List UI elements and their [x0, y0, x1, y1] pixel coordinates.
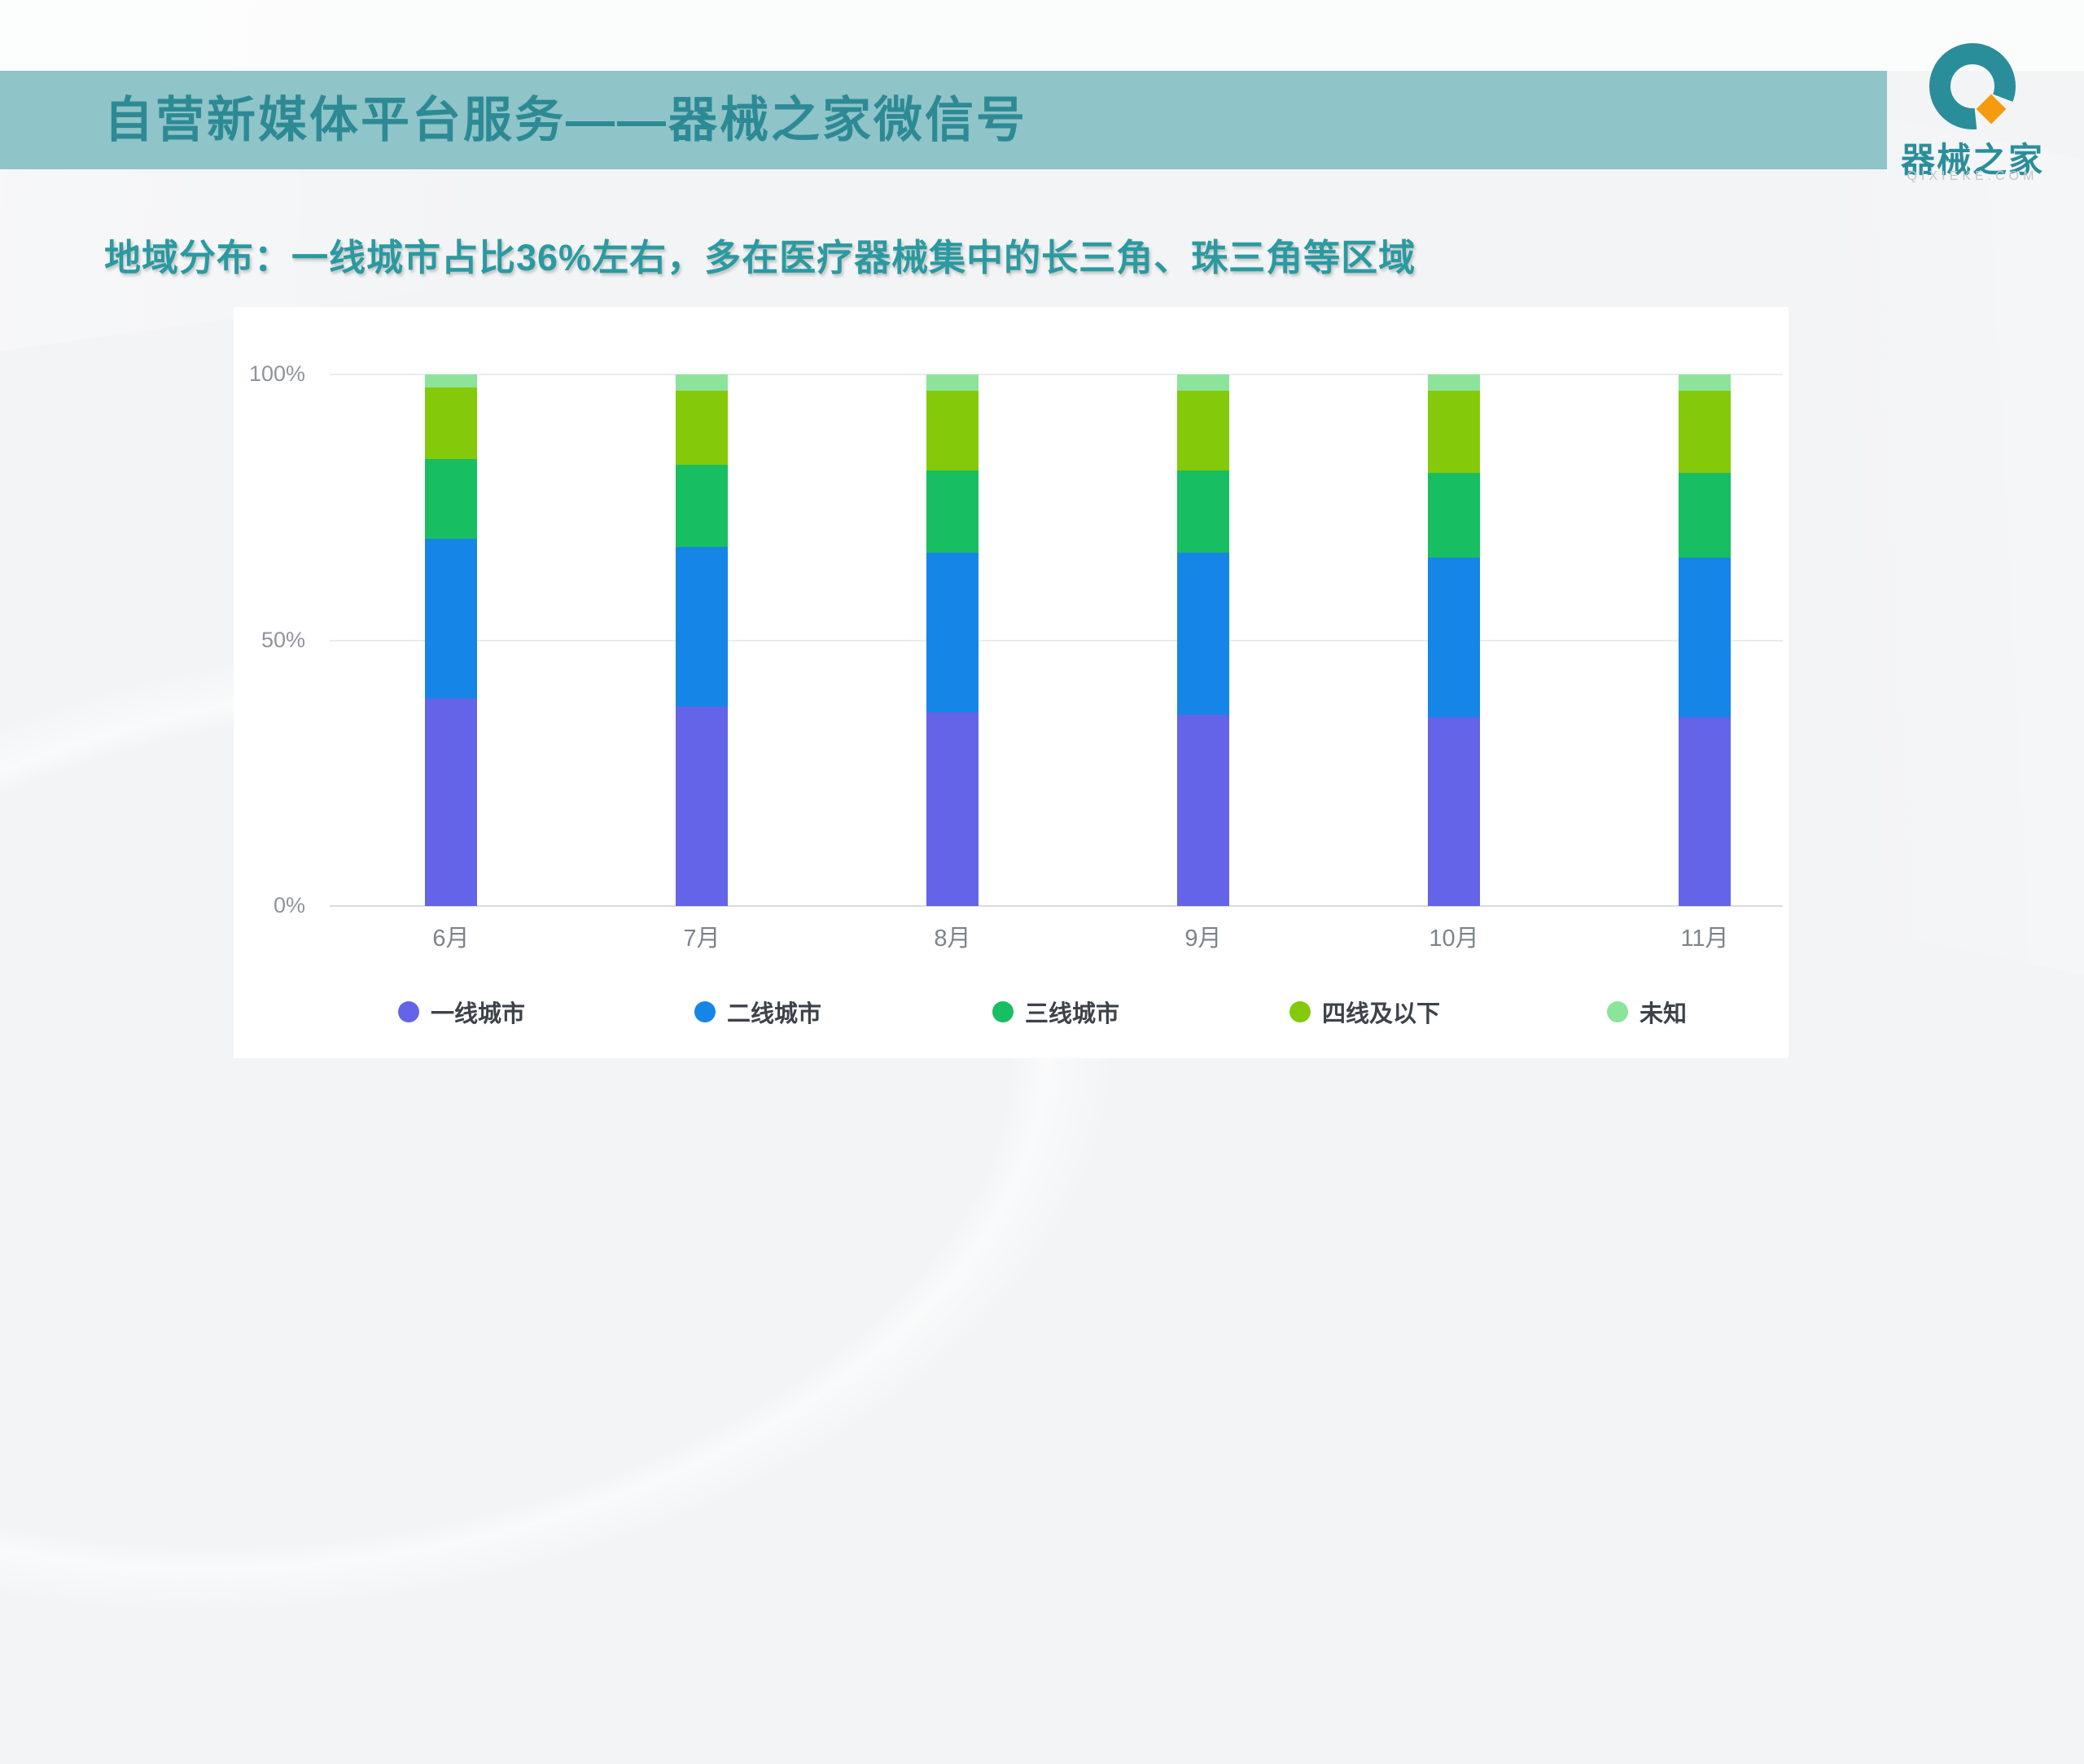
bar-segment: [1679, 374, 1731, 391]
bar-segment: [1177, 374, 1229, 391]
bar-segment: [1428, 472, 1480, 558]
legend-item: 三线城市: [992, 996, 1119, 1027]
legend-item: 二线城市: [694, 996, 821, 1027]
bar-segment: [926, 711, 979, 906]
bar-column: [1679, 374, 1731, 906]
legend-dot-icon: [1289, 1001, 1311, 1022]
x-axis-label: 9月: [1184, 926, 1222, 952]
bar-segment: [1679, 390, 1731, 473]
bar-segment: [425, 539, 477, 699]
bar-segment: [676, 707, 728, 906]
chart-panel: 100% 50% 0% 6月 7月 8月 9月 10月 11月一线城市 二线城市 三线城市 四线及以下…: [234, 307, 1788, 1058]
bar-segment: [1177, 552, 1229, 715]
legend-item: 四线及以下: [1289, 996, 1440, 1027]
brand-name: 器械之家: [1900, 141, 2044, 179]
legend-dot-icon: [694, 1001, 716, 1022]
legend-item: 一线城市: [398, 996, 525, 1027]
bar-segment: [1428, 374, 1480, 391]
bar-segment: [1428, 717, 1480, 906]
bar-segment: [676, 464, 728, 548]
legend-item: 未知: [1607, 996, 1687, 1027]
bar-column: [926, 374, 979, 906]
x-axis-label: 10月: [1429, 926, 1479, 952]
logo-diamond-icon: [1976, 94, 2007, 125]
bar-segment: [425, 698, 477, 906]
legend-dot-icon: [398, 1001, 419, 1022]
grid-line: [330, 374, 1783, 375]
bar-segment: [676, 374, 728, 391]
title-band: [0, 71, 1887, 169]
x-axis-label: 8月: [934, 926, 971, 952]
bar-segment: [425, 374, 477, 388]
bar-segment: [1177, 714, 1229, 906]
top-strip: [0, 0, 2084, 71]
bar-segment: [1428, 558, 1480, 718]
y-axis-tick-label: 0%: [273, 893, 305, 917]
bar-segment: [425, 459, 477, 540]
x-axis-label: 7月: [683, 926, 720, 952]
grid-line: [330, 639, 1783, 641]
legend-dot-icon: [992, 1001, 1014, 1022]
bar-column: [676, 374, 728, 906]
slide-title: 自营新媒体平台服务——器械之家微信号: [104, 93, 1027, 147]
bar-segment: [926, 390, 979, 471]
legend-label: 四线及以下: [1322, 1001, 1441, 1027]
legend-label: 三线城市: [1025, 1001, 1120, 1027]
bar-column: [1177, 374, 1229, 906]
legend-dot-icon: [1607, 1001, 1628, 1022]
bar-segment: [676, 547, 728, 707]
legend-label: 一线城市: [431, 1001, 526, 1027]
bar-column: [1428, 374, 1480, 906]
y-axis-tick-label: 50%: [260, 627, 305, 652]
bar-segment: [676, 390, 728, 465]
bar-segment: [926, 552, 979, 712]
x-axis-label: 6月: [432, 926, 470, 952]
bar-segment: [1679, 717, 1731, 906]
logo-q-icon: [1929, 43, 2016, 129]
y-axis-tick-label: 100%: [248, 361, 305, 386]
x-axis-label: 11月: [1680, 926, 1729, 952]
legend-label: 二线城市: [727, 1001, 822, 1027]
section-subtitle: 地域分布：一线城市占比36%左右，多在医疗器械集中的长三角、珠三角等区域: [104, 237, 1416, 278]
bar-segment: [926, 470, 979, 553]
bar-column: [425, 374, 477, 906]
bar-segment: [1428, 390, 1480, 473]
brand-domain: QIXIEKE.COM: [1907, 169, 2038, 183]
bar-segment: [926, 374, 979, 391]
bar-segment: [1177, 390, 1229, 471]
bar-segment: [1177, 470, 1229, 553]
legend-label: 未知: [1640, 1001, 1688, 1027]
bar-segment: [1679, 558, 1731, 718]
bar-segment: [1679, 472, 1731, 558]
brand-logo: 器械之家 QIXIEKE.COM: [1897, 24, 2048, 191]
bar-segment: [425, 387, 477, 460]
grid-line: [330, 905, 1783, 907]
